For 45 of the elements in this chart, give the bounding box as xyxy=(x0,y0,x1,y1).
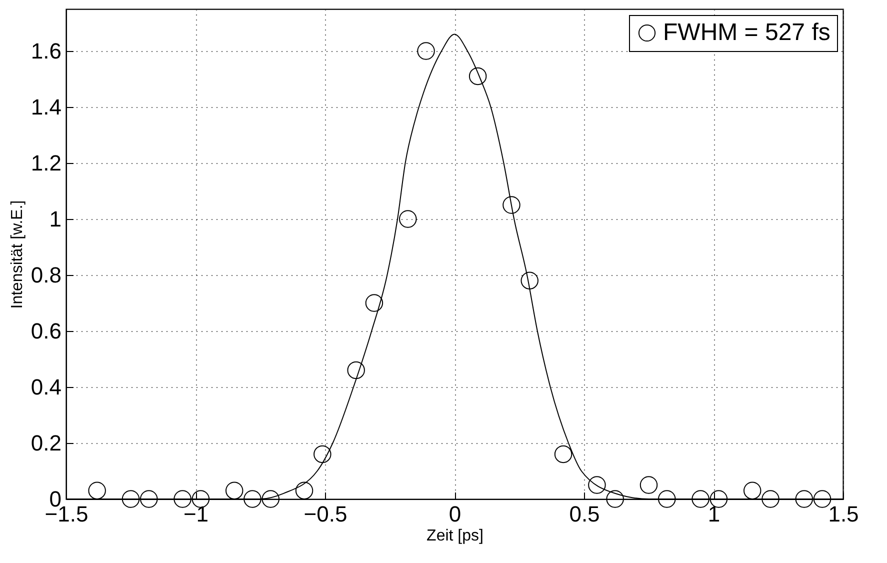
point xyxy=(417,42,435,60)
point xyxy=(225,482,244,500)
point xyxy=(468,67,487,86)
x-tick-label: 0 xyxy=(448,502,462,526)
point xyxy=(795,490,814,508)
y-tick-label: 0.8 xyxy=(30,262,62,288)
y-tick-label: 1.4 xyxy=(30,94,62,120)
point xyxy=(502,196,520,214)
y-tick-label: 0.4 xyxy=(30,374,62,400)
x-tick-label: −1 xyxy=(183,502,209,526)
point xyxy=(88,482,106,500)
legend-label: FWHM = 527 fs xyxy=(663,19,830,46)
point xyxy=(588,476,606,494)
point xyxy=(347,361,365,380)
point xyxy=(314,445,332,464)
y-tick-label: 1.2 xyxy=(30,150,62,176)
point xyxy=(399,210,417,228)
x-tick-label: 0.5 xyxy=(569,502,600,526)
x-tick-label: 1 xyxy=(708,502,720,526)
point xyxy=(710,490,728,508)
point xyxy=(554,445,572,464)
point xyxy=(640,476,658,494)
y-tick-label: 0.6 xyxy=(30,318,62,344)
y-axis-title: Intensität [w.E.] xyxy=(8,200,26,309)
point xyxy=(658,490,676,508)
point xyxy=(262,490,280,508)
point xyxy=(813,490,832,508)
x-tick-label: −0.5 xyxy=(304,502,348,526)
y-tick-label: 1.6 xyxy=(30,38,62,64)
point xyxy=(140,490,158,508)
point xyxy=(606,490,624,508)
point xyxy=(365,294,384,312)
x-axis-title: Zeit [ps] xyxy=(426,528,484,544)
y-tick-label: 1 xyxy=(49,206,62,232)
point xyxy=(174,490,192,508)
y-tick-label: 0.2 xyxy=(30,430,62,456)
point xyxy=(743,482,762,500)
point xyxy=(244,490,262,508)
point xyxy=(295,482,314,500)
x-tick-label: 1.5 xyxy=(828,502,859,526)
point xyxy=(122,490,140,508)
point xyxy=(192,490,210,508)
point xyxy=(520,272,538,290)
point xyxy=(692,490,710,508)
point xyxy=(762,490,780,508)
